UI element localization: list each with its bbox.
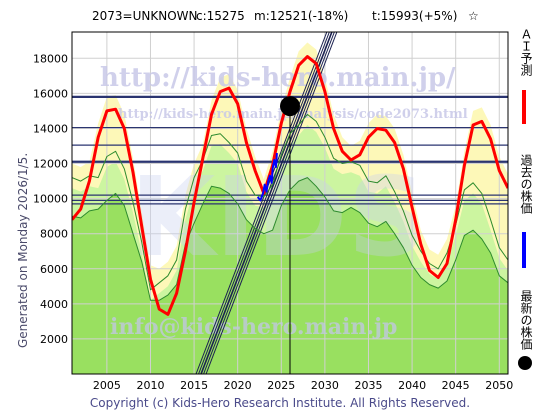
favorite-star-icon[interactable]: ☆ (468, 9, 479, 23)
y-tick-label: 10000 (33, 193, 68, 206)
x-tick-label: 2015 (180, 379, 208, 392)
current-price-label: c:15275 (196, 9, 245, 23)
x-tick-label: 2005 (93, 379, 121, 392)
x-tick-label: 2010 (136, 379, 164, 392)
watermark-big: KIDS (130, 153, 427, 281)
legend-prediction-label: ＡＩ予測 (519, 28, 533, 76)
upper-band-line (72, 113, 508, 291)
y-tick-label: 6000 (40, 263, 68, 276)
trend-line (200, 32, 333, 374)
trend-line (205, 32, 338, 374)
lower-band-line (72, 177, 508, 301)
y-tick-label: 4000 (40, 298, 68, 311)
prediction-line (72, 55, 508, 316)
trend-line (195, 32, 328, 374)
target-price-label: t:15993(+5%) (372, 9, 458, 23)
y-tick-label: 18000 (33, 52, 68, 65)
copyright-footer: Copyright (c) Kids-Hero Research Institu… (89, 396, 471, 410)
trend-line (198, 32, 330, 374)
y-tick-label: 14000 (33, 122, 68, 135)
trend-line (203, 32, 335, 374)
x-tick-label: 2030 (311, 379, 339, 392)
y-tick-label: 12000 (33, 158, 68, 171)
past-price-line (256, 152, 278, 202)
x-tick-label: 2020 (224, 379, 252, 392)
generated-date-caption: Generated on Monday 2026/1/5. (16, 152, 30, 348)
legend-past-swatch (522, 232, 526, 268)
y-tick-label: 16000 (33, 87, 68, 100)
y-tick-label: 8000 (40, 228, 68, 241)
x-tick-label: 2040 (398, 379, 426, 392)
x-tick-label: 2025 (267, 379, 295, 392)
x-tick-label: 2050 (485, 379, 513, 392)
latest-price-dot (280, 96, 300, 117)
legend-latest-dot-icon (518, 356, 532, 370)
legend-prediction-swatch (522, 90, 526, 124)
legend-past-label: 過去の株価 (519, 154, 533, 214)
ticker-label: 2073=UNKNOWN (92, 9, 198, 23)
y-tick-label: 2000 (40, 333, 68, 346)
x-tick-label: 2045 (442, 379, 470, 392)
plot-frame (71, 31, 509, 375)
watermark-mail: info@kids-hero.main.jp (110, 314, 397, 340)
model-price-label: m:12521(-18%) (254, 9, 349, 23)
watermark-url: http://kids-hero.main.jp/ (100, 63, 456, 93)
x-tick-label: 2035 (354, 379, 382, 392)
legend-latest-label: 最新の株価 (519, 290, 533, 350)
